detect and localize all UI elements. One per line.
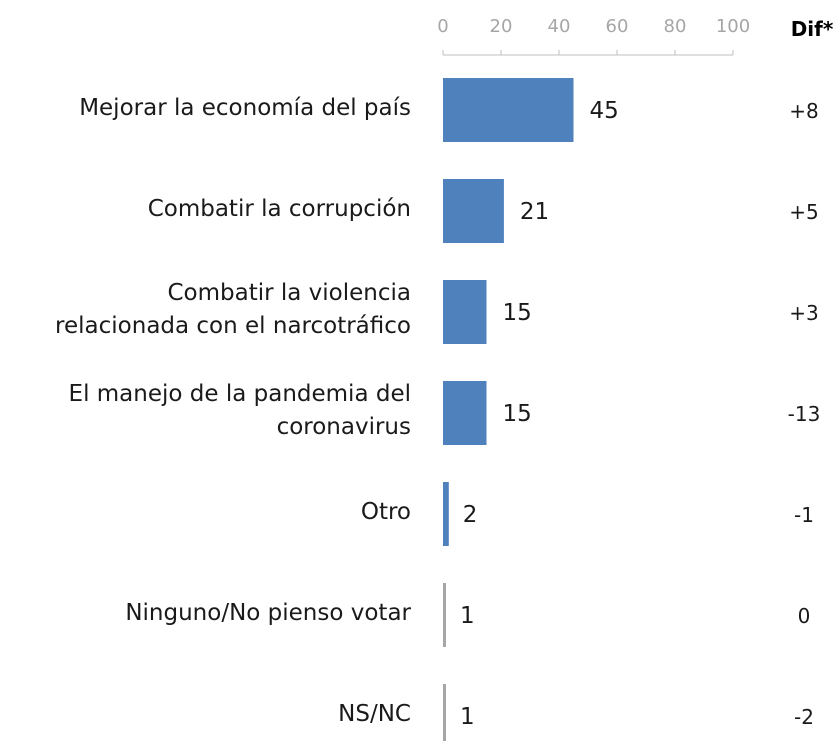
category-label: Otro <box>360 498 411 525</box>
dif-value: -2 <box>794 705 814 729</box>
x-tick-label: 40 <box>548 16 571 37</box>
x-tick-label: 20 <box>490 16 513 37</box>
data-label: 1 <box>460 704 475 730</box>
dif-value: +5 <box>789 200 818 224</box>
category-label: Ninguno/No pienso votar <box>125 599 411 626</box>
bar <box>443 684 446 741</box>
bar <box>443 583 446 647</box>
x-tick-label: 80 <box>664 16 687 37</box>
dif-value: +8 <box>789 99 818 123</box>
category-label: El manejo de la pandemia del coronavirus <box>68 381 411 440</box>
data-label: 21 <box>520 199 549 225</box>
x-tick-label: 100 <box>716 16 750 37</box>
data-label: 1 <box>460 603 475 629</box>
bar <box>443 179 504 243</box>
category-label: Combatir la corrupción <box>147 195 411 222</box>
bar <box>443 280 487 344</box>
category-label: Mejorar la economía del país <box>79 94 411 121</box>
dif-value: -1 <box>794 503 814 527</box>
bar <box>443 78 574 142</box>
x-tick-label: 60 <box>606 16 629 37</box>
data-label: 2 <box>463 502 478 528</box>
data-label: 45 <box>590 98 619 124</box>
data-label: 15 <box>503 401 532 427</box>
x-tick-label: 0 <box>437 16 448 37</box>
data-label: 15 <box>503 300 532 326</box>
bar <box>443 381 487 445</box>
dif-header: Dif* <box>791 17 834 41</box>
dif-value: +3 <box>789 301 818 325</box>
dif-value: 0 <box>798 604 811 628</box>
category-label: NS/NC <box>338 700 411 727</box>
bar <box>443 482 449 546</box>
dif-value: -13 <box>788 402 821 426</box>
category-label: Combatir la violencia relacionada con el … <box>55 280 411 339</box>
